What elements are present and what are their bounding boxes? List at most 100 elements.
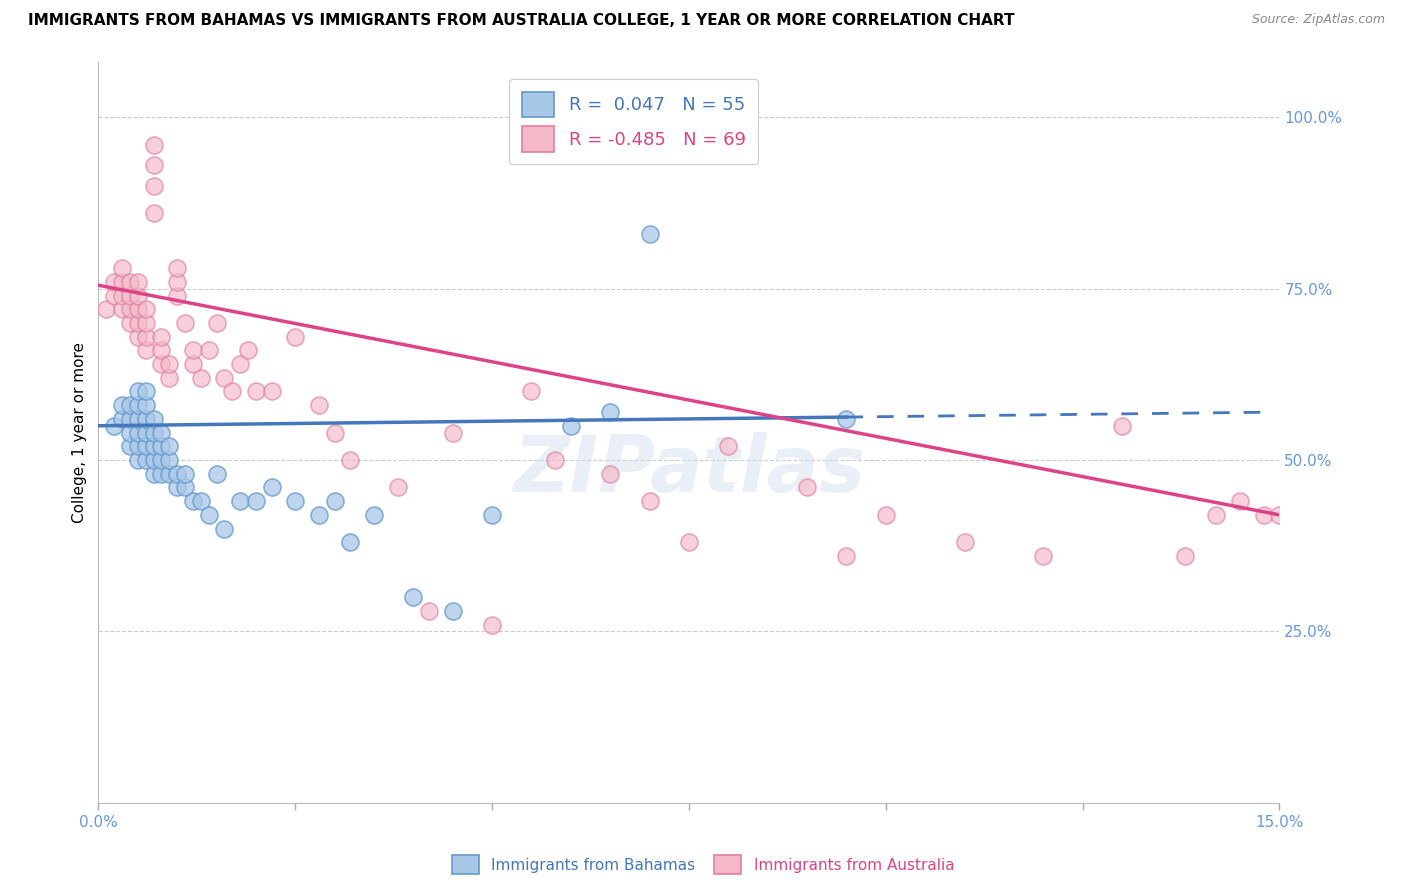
Point	[142, 467, 165, 481]
Point	[127, 302, 149, 317]
Point	[135, 302, 157, 317]
Point	[111, 275, 134, 289]
Point	[127, 412, 149, 426]
Point	[229, 357, 252, 371]
Point	[717, 439, 740, 453]
Point	[142, 412, 165, 426]
Point	[127, 384, 149, 399]
Point	[150, 439, 173, 453]
Point	[135, 412, 157, 426]
Point	[260, 480, 283, 494]
Point	[599, 467, 621, 481]
Point	[174, 316, 197, 330]
Y-axis label: College, 1 year or more: College, 1 year or more	[72, 343, 87, 523]
Point	[166, 288, 188, 302]
Point	[1253, 508, 1275, 522]
Point	[678, 535, 700, 549]
Point	[111, 302, 134, 317]
Point	[142, 178, 165, 193]
Point	[284, 494, 307, 508]
Point	[339, 453, 361, 467]
Point	[323, 425, 346, 440]
Point	[1111, 418, 1133, 433]
Point	[135, 343, 157, 358]
Text: IMMIGRANTS FROM BAHAMAS VS IMMIGRANTS FROM AUSTRALIA COLLEGE, 1 YEAR OR MORE COR: IMMIGRANTS FROM BAHAMAS VS IMMIGRANTS FR…	[28, 13, 1015, 29]
Point	[1229, 494, 1251, 508]
Point	[166, 275, 188, 289]
Point	[197, 508, 219, 522]
Point	[135, 384, 157, 399]
Point	[142, 453, 165, 467]
Point	[157, 453, 180, 467]
Point	[118, 412, 141, 426]
Text: ZIPatlas: ZIPatlas	[513, 432, 865, 508]
Point	[181, 494, 204, 508]
Point	[157, 357, 180, 371]
Point	[190, 371, 212, 385]
Point	[150, 343, 173, 358]
Point	[127, 288, 149, 302]
Point	[118, 302, 141, 317]
Point	[127, 453, 149, 467]
Point	[118, 398, 141, 412]
Point	[1174, 549, 1197, 563]
Point	[323, 494, 346, 508]
Point	[418, 604, 440, 618]
Point	[135, 425, 157, 440]
Point	[135, 453, 157, 467]
Point	[402, 590, 425, 604]
Point	[481, 508, 503, 522]
Point	[111, 398, 134, 412]
Point	[135, 316, 157, 330]
Point	[835, 549, 858, 563]
Point	[142, 425, 165, 440]
Point	[166, 467, 188, 481]
Point	[142, 439, 165, 453]
Point	[441, 425, 464, 440]
Point	[118, 425, 141, 440]
Point	[197, 343, 219, 358]
Point	[1032, 549, 1054, 563]
Point	[544, 453, 567, 467]
Point	[166, 261, 188, 276]
Point	[150, 357, 173, 371]
Point	[520, 384, 543, 399]
Point	[190, 494, 212, 508]
Point	[96, 302, 118, 317]
Point	[599, 405, 621, 419]
Point	[174, 467, 197, 481]
Legend: Immigrants from Bahamas, Immigrants from Australia: Immigrants from Bahamas, Immigrants from…	[446, 849, 960, 880]
Point	[111, 261, 134, 276]
Point	[796, 480, 818, 494]
Point	[118, 288, 141, 302]
Point	[142, 137, 165, 152]
Text: Source: ZipAtlas.com: Source: ZipAtlas.com	[1251, 13, 1385, 27]
Point	[308, 508, 330, 522]
Point	[135, 398, 157, 412]
Point	[181, 357, 204, 371]
Point	[481, 617, 503, 632]
Point	[103, 288, 125, 302]
Point	[157, 467, 180, 481]
Point	[127, 439, 149, 453]
Point	[236, 343, 259, 358]
Point	[1205, 508, 1227, 522]
Legend: R =  0.047   N = 55, R = -0.485   N = 69: R = 0.047 N = 55, R = -0.485 N = 69	[509, 78, 758, 164]
Point	[127, 316, 149, 330]
Point	[1268, 508, 1291, 522]
Point	[245, 384, 267, 399]
Point	[127, 398, 149, 412]
Point	[387, 480, 409, 494]
Point	[953, 535, 976, 549]
Point	[638, 227, 661, 241]
Point	[638, 494, 661, 508]
Point	[118, 439, 141, 453]
Point	[221, 384, 243, 399]
Point	[157, 371, 180, 385]
Point	[157, 439, 180, 453]
Point	[103, 418, 125, 433]
Point	[835, 412, 858, 426]
Point	[150, 453, 173, 467]
Point	[214, 371, 236, 385]
Point	[135, 329, 157, 343]
